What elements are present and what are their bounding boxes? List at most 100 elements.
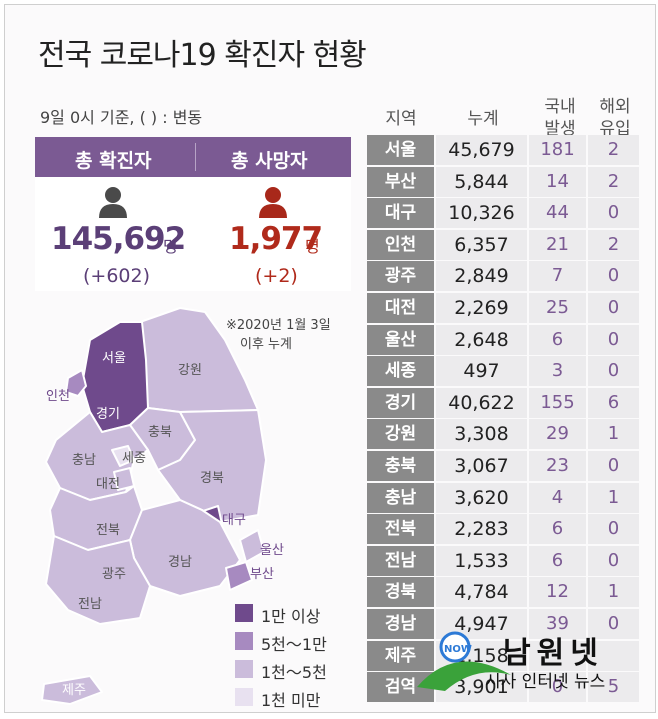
domestic-cell: 25 (529, 293, 586, 323)
page-title: 전국 코로나19 확진자 현황 (38, 38, 367, 73)
imported-cell: 0 (588, 324, 639, 355)
imported-cell: 0 (588, 545, 639, 576)
region-cell: 대구 (367, 198, 434, 229)
imported-cell: 1 (588, 419, 639, 450)
person-icon-confirmed (99, 187, 127, 218)
table-row: 경기 40,622 155 6 (367, 387, 639, 419)
domestic-cell: 39 (529, 609, 586, 639)
legend-swatch (235, 688, 253, 706)
region-cell: 전북 (367, 514, 434, 545)
cumulative-cell: 45,679 (436, 135, 527, 165)
label-daejeon: 대전 (96, 477, 120, 492)
table-row: 울산 2,648 6 0 (367, 324, 639, 356)
header-cumulative: 누계 (467, 109, 499, 129)
label-gyeongnam: 경남 (168, 555, 192, 570)
imported-cell: 5 (588, 672, 639, 703)
note-line-2: 이후 누계 (240, 337, 292, 352)
table-row: 서울 45,679 181 2 (367, 135, 639, 166)
deaths-total: 1,977 (229, 221, 323, 257)
label-ulsan: 울산 (260, 543, 284, 558)
label-jeonnam: 전남 (78, 597, 102, 612)
table-row: 충남 3,620 4 1 (367, 482, 639, 514)
table-row: 전남 1,533 6 0 (367, 545, 639, 577)
region-jeonnam (45, 535, 151, 625)
person-icon-deaths (259, 187, 287, 218)
domestic-cell: 0 (529, 672, 586, 703)
header-imported-line1: 해외 (599, 97, 631, 117)
cumulative-cell: 3,067 (436, 451, 527, 481)
region-cell: 강원 (367, 419, 434, 450)
header-domestic-line1: 국내 (544, 97, 576, 117)
domestic-cell: 14 (529, 166, 586, 197)
table-row: 세종 497 3 0 (367, 356, 639, 387)
deaths-change: (+2) (255, 265, 298, 287)
legend-label: 5천～1만 (261, 635, 327, 654)
cumulative-cell: 4,784 (436, 577, 527, 608)
confirmed-change: (+602) (83, 265, 151, 287)
domestic-cell: 6 (529, 514, 586, 545)
domestic-cell: 6 (529, 324, 586, 355)
cumulative-cell: 497 (436, 356, 527, 387)
table-row: 광주 2,849 7 0 (367, 261, 639, 292)
domestic-cell (529, 640, 586, 671)
label-chungnam: 충남 (72, 453, 96, 468)
summary-panel: 총 확진자 총 사망자 145,692 명 (+602) 1,977 명 (+2… (35, 137, 351, 291)
domestic-cell: 12 (529, 577, 586, 608)
table-row: 경남 4,947 39 0 (367, 609, 639, 640)
legend-label: 1만 이상 (261, 607, 321, 626)
domestic-cell: 21 (529, 229, 586, 260)
domestic-cell: 6 (529, 545, 586, 576)
deaths-label: 총 사망자 (231, 150, 308, 172)
label-chungbuk: 충북 (148, 425, 172, 440)
region-cell: 경남 (367, 609, 434, 639)
table-row: 전북 2,283 6 0 (367, 514, 639, 545)
imported-cell: 0 (588, 261, 639, 292)
cumulative-cell: 3,620 (436, 482, 527, 513)
imported-cell: 0 (588, 198, 639, 229)
imported-cell: 0 (588, 293, 639, 323)
region-cell: 부산 (367, 166, 434, 197)
cumulative-cell: 10,326 (436, 198, 527, 229)
imported-cell: 6 (588, 387, 639, 418)
site-logo: NOW 남원넷 시사 인터넷 뉴스 (415, 625, 658, 715)
region-cell: 대전 (367, 293, 434, 323)
domestic-cell: 29 (529, 419, 586, 450)
header-domestic-line2: 발생 (544, 119, 576, 139)
table-row: 검역 3,901 0 5 (367, 672, 639, 703)
label-seoul: 서울 (102, 351, 126, 366)
legend-swatch (235, 632, 253, 650)
region-incheon (65, 369, 87, 397)
label-gyeongbuk: 경북 (200, 471, 224, 486)
basis-note: 9일 0시 기준, ( ) : 변동 (40, 108, 203, 127)
korea-map: 서울 경기 인천 강원 충북 충남 세종 대전 경북 대구 전북 경남 울산 부… (41, 307, 284, 705)
cumulative-cell: 2,849 (436, 261, 527, 292)
logo-graphic: NOW 남원넷 시사 인터넷 뉴스 (417, 631, 605, 692)
header-region: 지역 (385, 109, 417, 129)
region-ulsan (239, 529, 265, 563)
confirmed-total: 145,692 (51, 221, 186, 257)
header-imported: 해외 유입 (590, 96, 640, 140)
label-daegu: 대구 (222, 513, 246, 528)
cumulative-cell: 40,622 (436, 387, 527, 418)
domestic-cell: 181 (529, 135, 586, 165)
cumulative-cell: 5,844 (436, 166, 527, 197)
label-gwangju: 광주 (102, 567, 126, 582)
logo-tagline: 시사 인터넷 뉴스 (485, 672, 605, 692)
logo-name: 남원넷 (503, 636, 604, 671)
imported-cell: 0 (588, 451, 639, 481)
imported-cell: 2 (588, 166, 639, 197)
note-line-1: ※2020년 1월 3일 (226, 318, 331, 333)
summary-header: 총 확진자 총 사망자 (35, 137, 351, 177)
domestic-cell: 23 (529, 451, 586, 481)
imported-cell: 1 (588, 482, 639, 513)
cumulative-cell: 3,308 (436, 419, 527, 450)
region-cell: 경기 (367, 387, 434, 418)
table-row: 경북 4,784 12 1 (367, 577, 639, 608)
cumulative-cell: 2,648 (436, 324, 527, 355)
cumulative-note: ※2020년 1월 3일 이후 누계 (226, 316, 331, 354)
domestic-cell: 155 (529, 387, 586, 418)
deaths-unit: 명 (305, 237, 320, 256)
header-divider (195, 143, 196, 171)
table-row: 대구 10,326 44 0 (367, 198, 639, 229)
domestic-cell: 7 (529, 261, 586, 292)
